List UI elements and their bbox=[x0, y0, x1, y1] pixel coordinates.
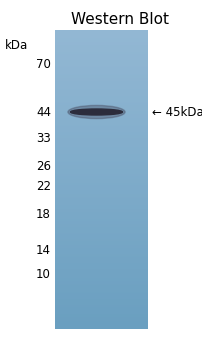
Text: Western Blot: Western Blot bbox=[71, 12, 168, 27]
Text: ← 45kDa: ← 45kDa bbox=[151, 105, 202, 119]
Text: 44: 44 bbox=[36, 105, 51, 119]
Ellipse shape bbox=[67, 105, 124, 119]
Text: 18: 18 bbox=[36, 208, 51, 220]
Text: kDa: kDa bbox=[5, 39, 28, 52]
Text: 10: 10 bbox=[36, 269, 51, 281]
Text: 26: 26 bbox=[36, 160, 51, 174]
Ellipse shape bbox=[70, 109, 122, 115]
Text: 14: 14 bbox=[36, 245, 51, 257]
Text: 33: 33 bbox=[36, 132, 51, 146]
Text: 22: 22 bbox=[36, 181, 51, 193]
Text: 70: 70 bbox=[36, 59, 51, 71]
